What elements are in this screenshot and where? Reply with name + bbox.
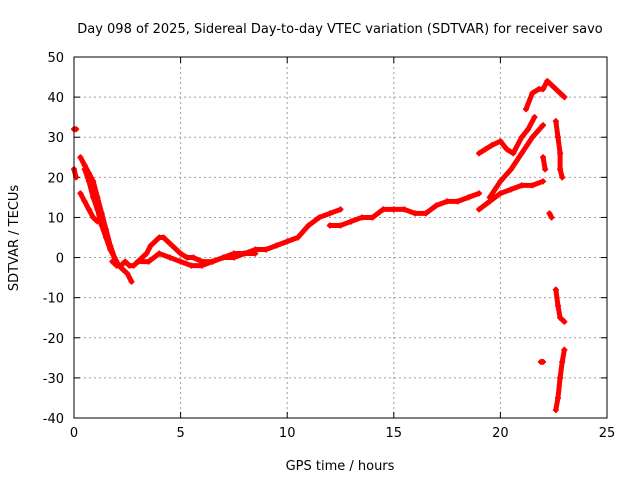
x-tick-label: 25 xyxy=(599,426,616,441)
series-trail xyxy=(263,206,343,253)
series-start-point xyxy=(71,126,80,133)
x-tick-label: 5 xyxy=(176,426,184,441)
x-tick-label: 0 xyxy=(70,426,78,441)
x-tick-label: 20 xyxy=(492,426,509,441)
y-tick-label: -20 xyxy=(43,332,64,347)
series-peak-segment xyxy=(522,78,568,113)
series-trail xyxy=(77,154,135,285)
series-trail xyxy=(523,78,567,112)
series-trail xyxy=(476,178,546,212)
series-trail xyxy=(553,118,565,180)
series-rise-late-a xyxy=(476,114,538,157)
y-tick-label: -40 xyxy=(43,412,64,427)
data-points xyxy=(71,78,568,413)
series-rise-segment xyxy=(262,206,344,253)
chart-title: Day 098 of 2025, Sidereal Day-to-day VTE… xyxy=(77,22,603,37)
series-trail xyxy=(487,122,546,200)
tick-labels: 0 5 10 15 20 25 -40 -30 -20 -10 0 10 20 30 40 50 xyxy=(43,51,616,441)
y-tick-label: 20 xyxy=(47,171,64,186)
series-trail xyxy=(77,190,100,224)
series-trail xyxy=(540,154,548,172)
series-rise-late-b xyxy=(476,178,547,213)
series-trail xyxy=(553,287,567,325)
series-early-drop-b xyxy=(81,166,118,261)
series-trail xyxy=(82,166,118,261)
grid xyxy=(74,57,607,418)
series-tail-e xyxy=(552,346,568,413)
y-axis-label: SDTVAR / TECUs xyxy=(7,185,22,292)
series-tail-d xyxy=(537,358,547,365)
series-tail-c xyxy=(552,286,568,325)
x-tick-label: 15 xyxy=(386,426,403,441)
series-cluster-0 xyxy=(71,166,80,181)
y-tick-label: 40 xyxy=(47,91,64,106)
x-tick-label: 10 xyxy=(279,426,296,441)
y-tick-label: 0 xyxy=(56,252,64,267)
series-tail-a xyxy=(540,154,549,173)
series-early-drop-c xyxy=(77,190,101,225)
series-tail-b xyxy=(546,210,555,221)
series-trail xyxy=(476,114,538,156)
series-trail xyxy=(546,210,555,220)
series-descending-tail xyxy=(552,118,566,181)
series-trail xyxy=(553,347,567,413)
y-tick-label: -10 xyxy=(43,292,64,307)
y-tick-label: 10 xyxy=(47,211,64,226)
series-low-segment-b xyxy=(134,250,259,269)
y-tick-label: -30 xyxy=(43,372,64,387)
series-trail xyxy=(327,190,482,228)
series-rise-late-c xyxy=(486,122,547,201)
y-tick-label: 30 xyxy=(47,131,64,146)
series-trail xyxy=(135,251,258,269)
x-axis-label: GPS time / hours xyxy=(286,459,395,474)
series-mid-segment xyxy=(326,190,483,229)
y-tick-label: 50 xyxy=(47,51,64,66)
plot-frame xyxy=(73,56,608,419)
